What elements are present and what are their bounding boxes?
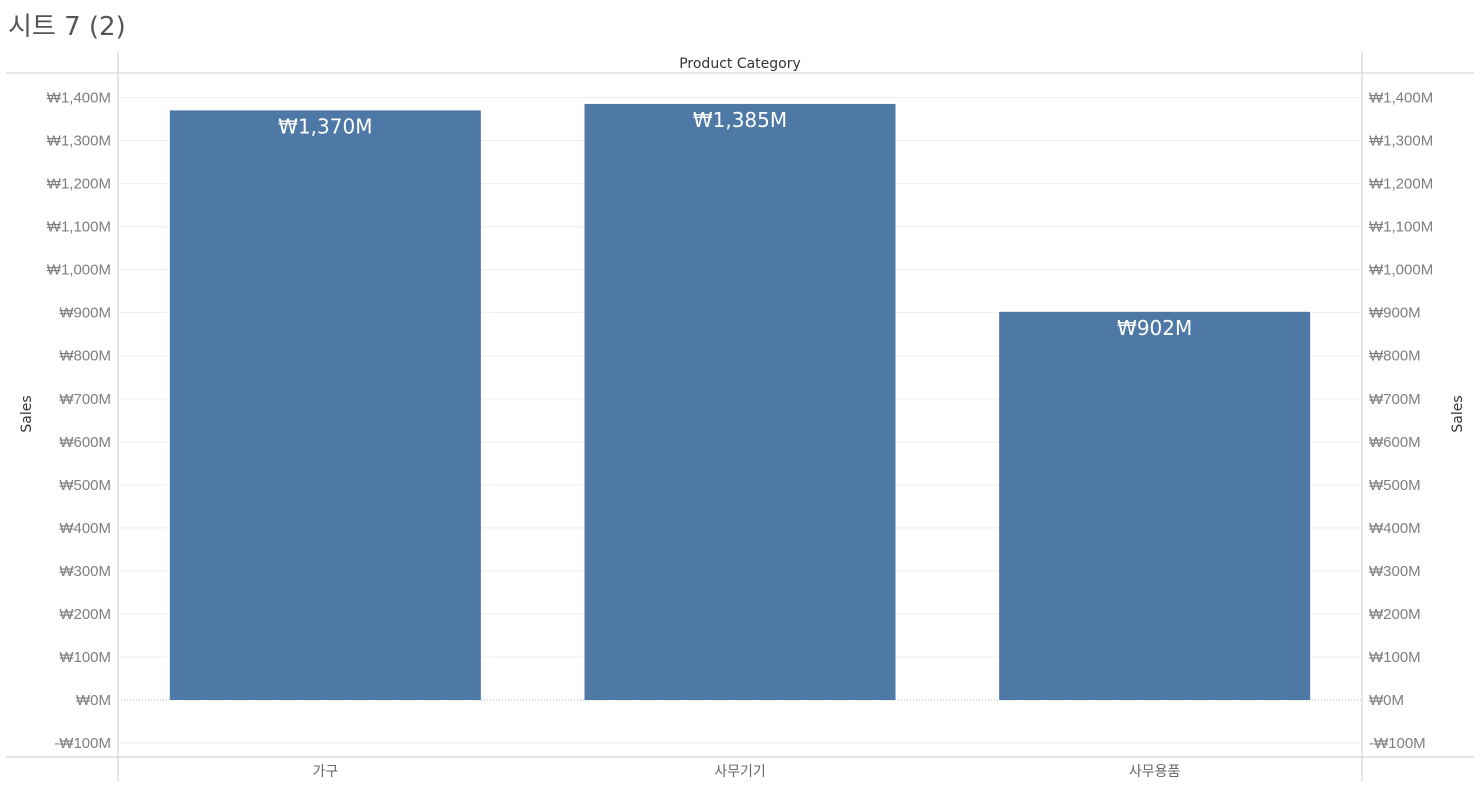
bar-data-label: ₩902M [1117, 316, 1192, 340]
y-tick-label-left: ₩1,300M [47, 133, 111, 150]
x-axis-categories: 가구 사무기기 사무용품 [312, 764, 1180, 780]
chart-frame [6, 52, 1474, 782]
y-tick-label-right: ₩100M [1369, 649, 1421, 666]
y-tick-label-right: ₩500M [1369, 477, 1421, 494]
y-axis-right: -₩100M ₩0M ₩100M ₩200M ₩300M ₩400M ₩500M ₩600M ₩… [1369, 90, 1433, 753]
y-tick-label-left: ₩400M [59, 520, 111, 537]
y-tick-label-right: ₩200M [1369, 606, 1421, 623]
bar-1 [169, 110, 481, 701]
bar-2 [584, 103, 896, 700]
y-tick-label-left: ₩100M [59, 649, 111, 666]
y-tick-label-right: ₩1,200M [1369, 176, 1433, 193]
y-tick-label-left: ₩800M [59, 348, 111, 365]
y-tick-label-right: ₩800M [1369, 348, 1421, 365]
y-tick-label-right: ₩900M [1369, 305, 1421, 322]
bar-data-label: ₩1,385M [693, 108, 787, 132]
y-tick-label-left: ₩1,100M [47, 219, 111, 236]
y-tick-label-right: ₩600M [1369, 434, 1421, 451]
bar-3 [999, 311, 1311, 700]
y-tick-label-left: ₩900M [59, 305, 111, 322]
y-tick-label-right: ₩1,000M [1369, 262, 1433, 279]
category-label: 사무용품 [1129, 764, 1181, 780]
y-tick-label-left: ₩300M [59, 563, 111, 580]
y-tick-label-right: ₩1,300M [1369, 133, 1433, 150]
y-tick-label-left: ₩0M [76, 692, 111, 709]
column-header: Product Category [679, 56, 801, 72]
y-tick-label-right: ₩400M [1369, 520, 1421, 537]
y-tick-label-left: ₩200M [59, 606, 111, 623]
y-tick-label-right: ₩700M [1369, 391, 1421, 408]
y-tick-label-right: ₩1,400M [1369, 90, 1433, 107]
y-tick-label-left: -₩100M [54, 735, 111, 752]
y-tick-label-right: ₩300M [1369, 563, 1421, 580]
y-tick-label-left: ₩1,200M [47, 176, 111, 193]
data-labels: ₩1,370M ₩1,385M ₩902M [278, 108, 1192, 340]
y-tick-label-right: -₩100M [1369, 735, 1426, 752]
y-tick-label-left: ₩500M [59, 477, 111, 494]
category-label: 사무기기 [714, 764, 766, 780]
sheet-title: 시트 7 (2) [8, 12, 126, 42]
bar-data-label: ₩1,370M [278, 114, 372, 138]
y-tick-label-left: ₩700M [59, 391, 111, 408]
y-tick-label-left: ₩600M [59, 434, 111, 451]
y-tick-label-left: ₩1,400M [47, 90, 111, 107]
y-tick-label-right: ₩1,100M [1369, 219, 1433, 236]
category-label: 가구 [312, 764, 338, 780]
y-tick-label-left: ₩1,000M [47, 262, 111, 279]
bars [169, 103, 1311, 701]
y-axis-title-right: Sales [1450, 395, 1466, 432]
y-axis-title-left: Sales [19, 395, 35, 432]
y-tick-label-right: ₩0M [1369, 692, 1404, 709]
y-axis-left: -₩100M ₩0M ₩100M ₩200M ₩300M ₩400M ₩500M ₩600M ₩… [47, 90, 111, 753]
